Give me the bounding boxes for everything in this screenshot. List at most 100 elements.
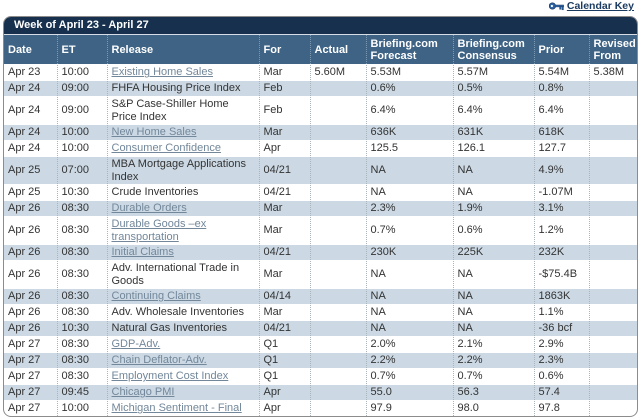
cell-et: 08:30	[56, 260, 107, 289]
cell-for: Q1	[258, 368, 310, 385]
table-row: Apr 26 08:30 Adv. Wholesale Inventories Mar…	[4, 304, 637, 321]
cell-revised	[588, 200, 637, 217]
cell-release: Crude Inventories	[106, 184, 259, 201]
release-label: Crude Inventories	[111, 186, 199, 199]
cell-consensus: 1.9%	[452, 200, 534, 217]
cell-actual	[309, 320, 366, 337]
cell-actual	[309, 260, 366, 289]
cell-prior: 1.1%	[533, 304, 589, 321]
cell-actual	[309, 200, 366, 217]
cell-et: 09:00	[56, 96, 107, 125]
cell-date: Apr 23	[4, 64, 57, 81]
cell-forecast: 5.53M	[365, 64, 453, 81]
cell-et: 08:30	[56, 216, 107, 245]
release-link[interactable]: Durable Goods –ex transportation	[111, 218, 207, 243]
cell-et: 09:45	[56, 384, 107, 401]
cell-consensus: 2.1%	[452, 336, 534, 353]
cell-prior: 6.4%	[533, 96, 589, 125]
cell-et: 08:30	[56, 304, 107, 321]
table-row: Apr 27 08:30 Chain Deflator-Adv. Q1 2.2% 2.2%…	[4, 352, 637, 369]
cell-actual	[309, 156, 366, 185]
release-link[interactable]: GDP-Adv.	[111, 338, 161, 351]
cell-revised	[588, 260, 637, 289]
cell-consensus: 225K	[452, 244, 534, 261]
cell-prior: 1863K	[533, 288, 589, 305]
release-label: S&P Case-Shiller Home Price Index	[111, 98, 229, 123]
release-link[interactable]: Employment Cost Index	[111, 370, 229, 383]
cell-date: Apr 26	[4, 200, 57, 217]
release-link[interactable]: Michigan Sentiment - Final	[111, 402, 242, 415]
cell-forecast: NA	[365, 260, 453, 289]
cell-date: Apr 24	[4, 140, 57, 157]
release-link[interactable]: Existing Home Sales	[111, 66, 214, 79]
table-row: Apr 27 08:30 GDP-Adv. Q1 2.0% 2.1% 2.9%	[4, 336, 637, 353]
cell-actual	[309, 400, 366, 416]
cell-consensus: 126.1	[452, 140, 534, 157]
column-header-briefing-com-consensus: Briefing.com Consensus	[452, 34, 534, 65]
cell-et: 10:00	[56, 124, 107, 141]
cell-revised	[588, 352, 637, 369]
cell-actual: 5.60M	[309, 64, 366, 81]
column-header-for: For	[258, 34, 310, 65]
cell-revised	[588, 156, 637, 185]
cell-et: 07:00	[56, 156, 107, 185]
cell-release: Employment Cost Index	[106, 368, 259, 385]
column-header-prior: Prior	[533, 34, 589, 65]
release-link[interactable]: Durable Orders	[111, 202, 187, 215]
cell-prior: 97.8	[533, 400, 589, 416]
cell-forecast: 0.7%	[365, 368, 453, 385]
cell-release: Existing Home Sales	[106, 64, 259, 81]
release-label: MBA Mortgage Applications Index	[111, 158, 247, 183]
cell-forecast: NA	[365, 184, 453, 201]
calendar-key-link[interactable]: Calendar Key	[548, 0, 634, 12]
release-link[interactable]: Chicago PMI	[111, 386, 175, 399]
cell-release: FHFA Housing Price Index	[106, 80, 259, 97]
cell-actual	[309, 80, 366, 97]
cell-consensus: NA	[452, 156, 534, 185]
cell-consensus: NA	[452, 304, 534, 321]
cell-for: Mar	[258, 304, 310, 321]
cell-forecast: 55.0	[365, 384, 453, 401]
cell-date: Apr 25	[4, 184, 57, 201]
cell-et: 08:30	[56, 200, 107, 217]
cell-release: Initial Claims	[106, 244, 259, 261]
cell-consensus: 6.4%	[452, 96, 534, 125]
economic-calendar-table: Week of April 23 - April 27 Date ET Releas…	[3, 16, 638, 417]
cell-for: 04/21	[258, 156, 310, 185]
release-link[interactable]: New Home Sales	[111, 126, 197, 139]
cell-date: Apr 26	[4, 304, 57, 321]
cell-consensus: 56.3	[452, 384, 534, 401]
cell-for: Apr	[258, 140, 310, 157]
cell-date: Apr 24	[4, 96, 57, 125]
cell-for: 04/14	[258, 288, 310, 305]
cell-prior: -1.07M	[533, 184, 589, 201]
cell-et: 08:30	[56, 288, 107, 305]
cell-release: GDP-Adv.	[106, 336, 259, 353]
cell-revised: 5.38M	[588, 64, 637, 81]
release-link[interactable]: Chain Deflator-Adv.	[111, 354, 207, 367]
cell-for: Apr	[258, 384, 310, 401]
cell-revised	[588, 140, 637, 157]
cell-for: Feb	[258, 96, 310, 125]
release-link[interactable]: Initial Claims	[111, 246, 174, 259]
cell-revised	[588, 304, 637, 321]
release-link[interactable]: Continuing Claims	[111, 290, 201, 303]
cell-prior: 127.7	[533, 140, 589, 157]
table-row: Apr 24 09:00 FHFA Housing Price Index Feb 0.…	[4, 80, 637, 97]
cell-date: Apr 26	[4, 244, 57, 261]
release-link[interactable]: Consumer Confidence	[111, 142, 221, 155]
cell-release: MBA Mortgage Applications Index	[106, 156, 259, 185]
cell-release: Adv. International Trade in Goods	[106, 260, 259, 289]
cell-revised	[588, 400, 637, 416]
cell-date: Apr 26	[4, 260, 57, 289]
cell-date: Apr 27	[4, 400, 57, 416]
cell-consensus: NA	[452, 184, 534, 201]
cell-date: Apr 24	[4, 124, 57, 141]
cell-et: 09:00	[56, 80, 107, 97]
cell-date: Apr 26	[4, 216, 57, 245]
cell-date: Apr 27	[4, 368, 57, 385]
cell-forecast: 2.2%	[365, 352, 453, 369]
table-row: Apr 24 10:00 Consumer Confidence Apr 125.5 12…	[4, 140, 637, 157]
table-row: Apr 26 08:30 Adv. International Trade in G…	[4, 260, 637, 289]
cell-forecast: 125.5	[365, 140, 453, 157]
